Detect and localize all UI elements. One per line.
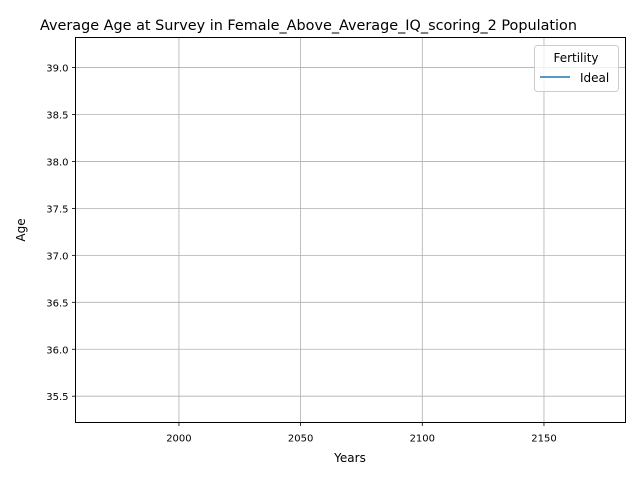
x-tick-label: 2150	[531, 434, 556, 445]
x-axis-ticks: 2000 2050 2100 2150	[166, 422, 557, 445]
y-axis-label: Age	[14, 218, 28, 241]
legend-label-ideal: Ideal	[580, 71, 609, 85]
legend-box	[534, 45, 619, 92]
y-tick-label: 36.5	[46, 298, 68, 309]
y-tick-label: 36.0	[46, 345, 68, 356]
legend: Fertility Ideal	[534, 45, 619, 92]
chart-title: Average Age at Survey in Female_Above_Av…	[40, 18, 577, 34]
y-tick-label: 38.5	[46, 111, 68, 122]
y-axis-ticks: 35.5 36.0 36.5 37.0 37.5 38.0 38.5 39.0	[46, 64, 76, 403]
y-tick-label: 38.0	[46, 157, 68, 168]
y-tick-label: 39.0	[46, 64, 68, 75]
grid-lines	[75, 37, 626, 423]
y-tick-label: 35.5	[46, 392, 68, 403]
plot-area-frame	[75, 37, 626, 423]
x-tick-label: 2000	[166, 434, 191, 445]
x-tick-label: 2050	[288, 434, 313, 445]
x-tick-label: 2100	[410, 434, 435, 445]
y-tick-label: 37.5	[46, 204, 68, 215]
legend-title: Fertility	[553, 51, 598, 65]
y-tick-label: 37.0	[46, 251, 68, 262]
x-axis-label: Years	[333, 451, 366, 465]
